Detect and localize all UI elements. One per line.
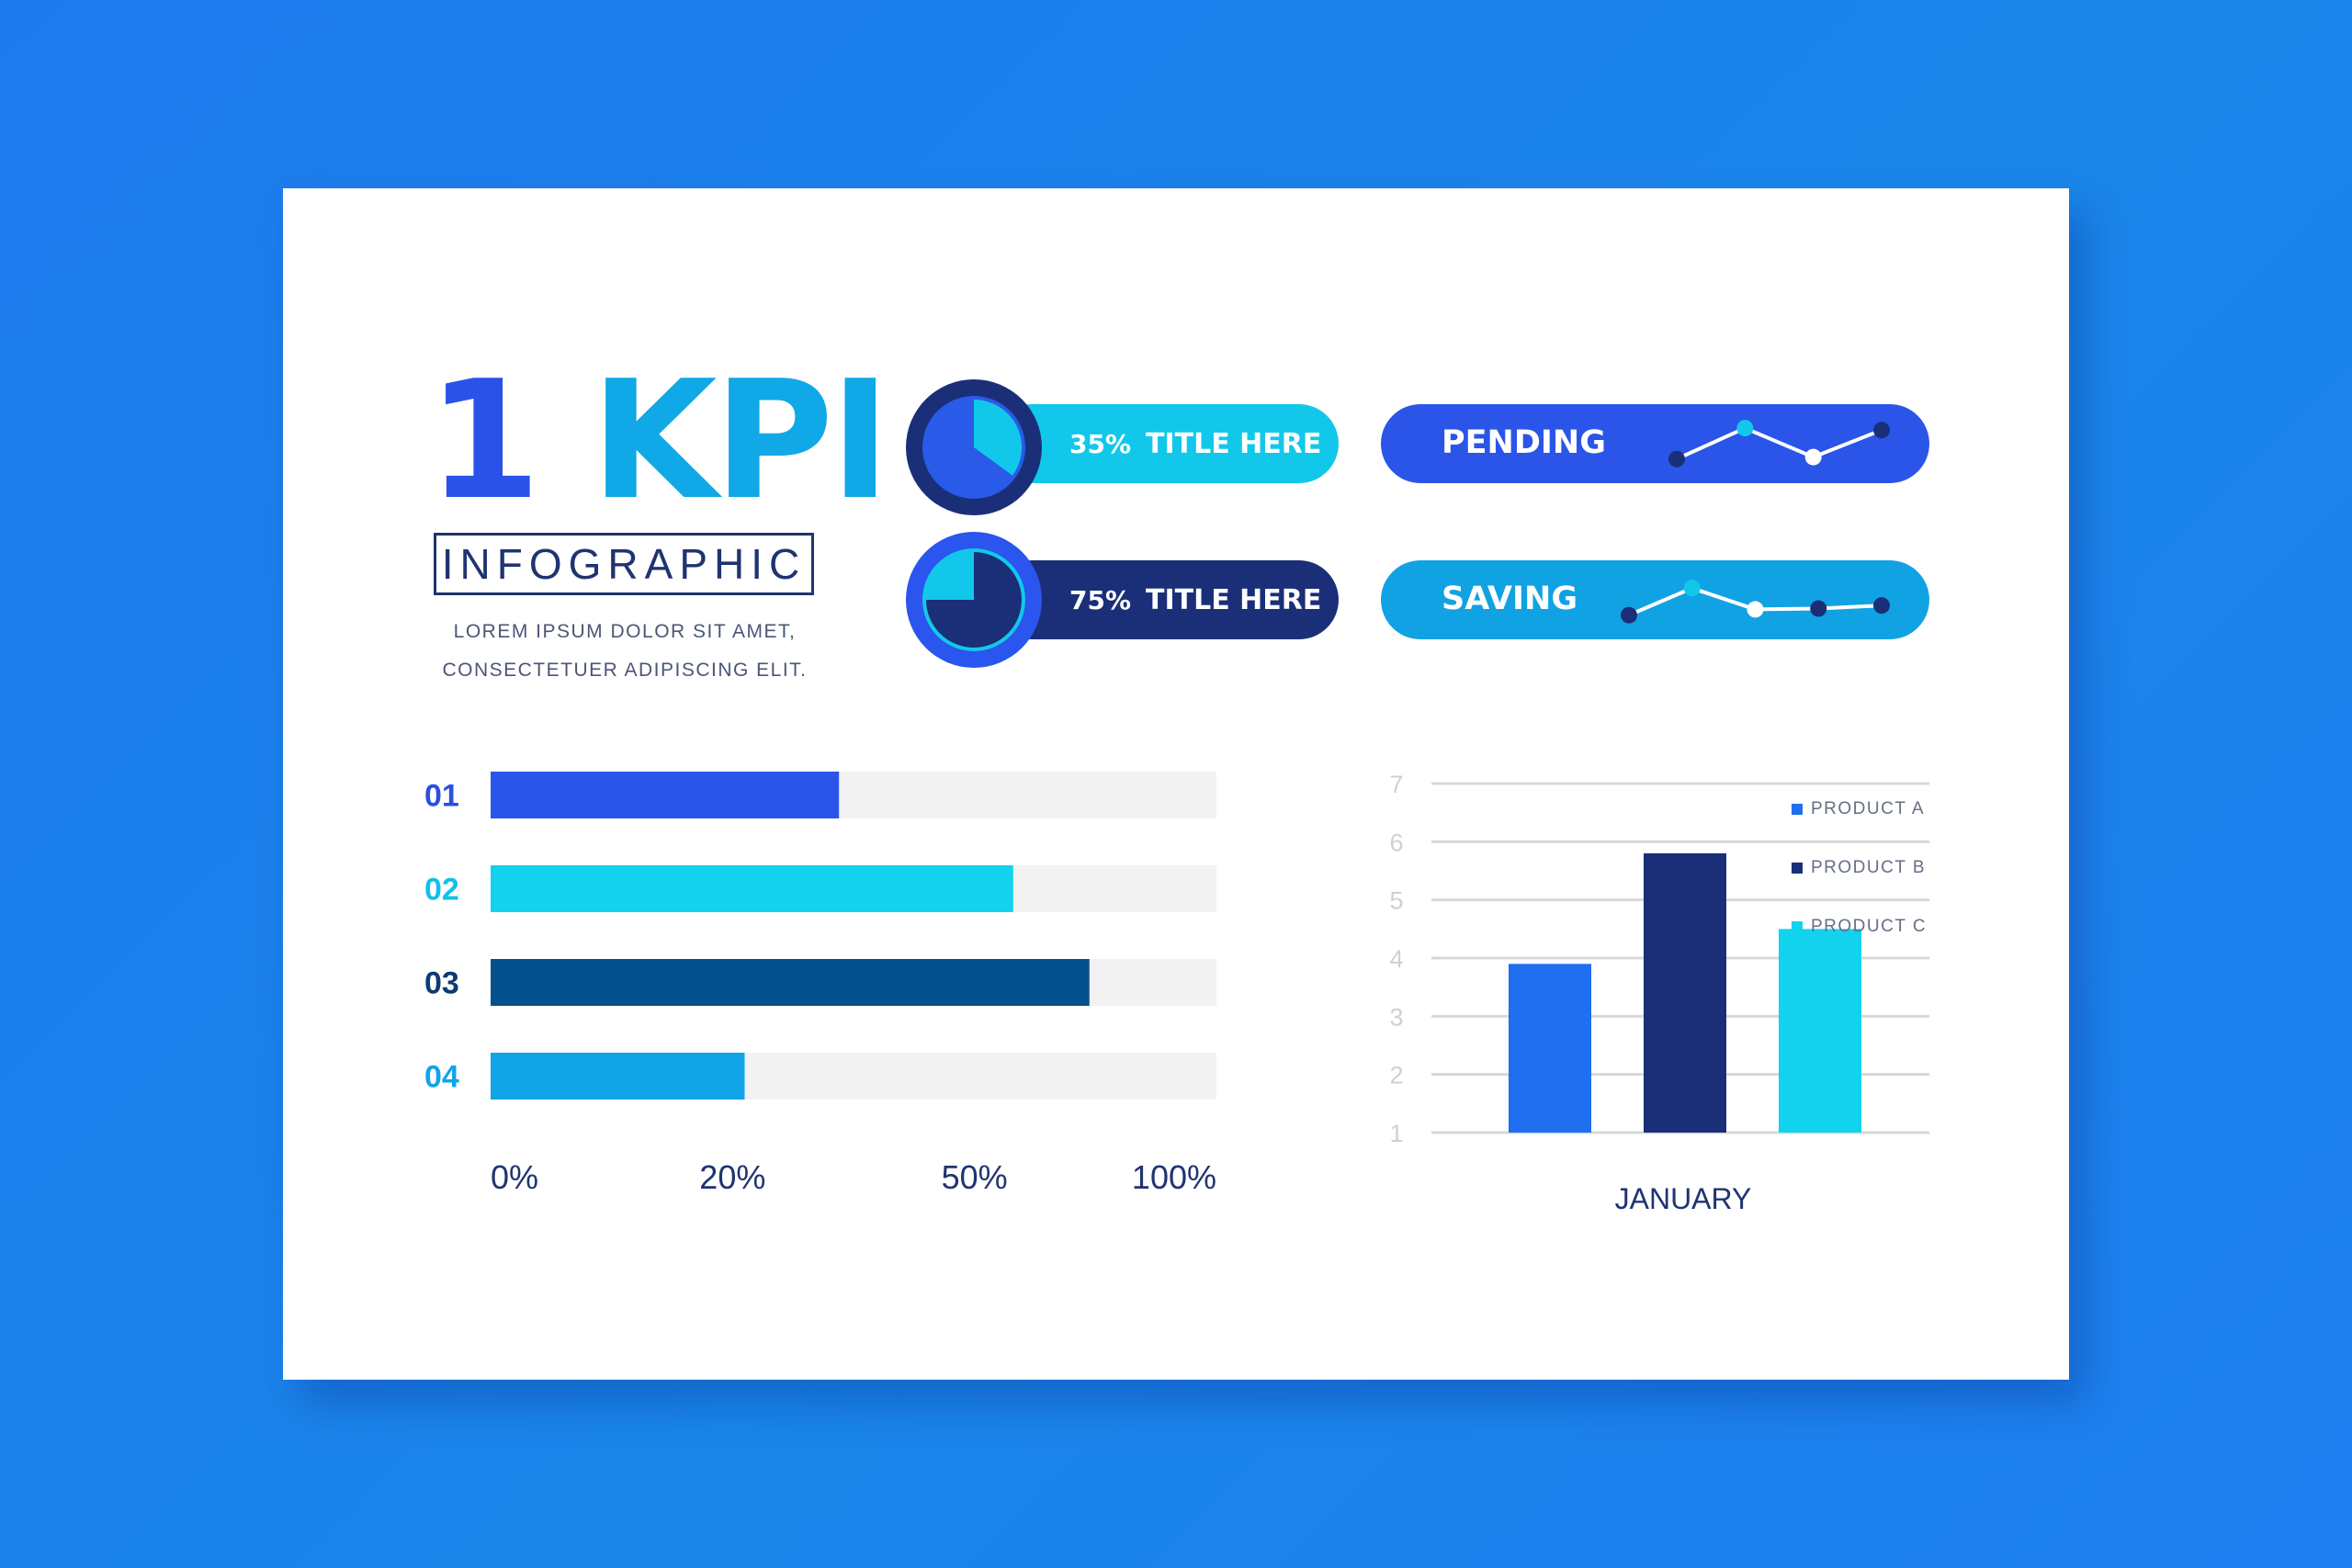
status-pill-saving: SAVING: [1381, 560, 1929, 639]
pie-wedge: [974, 399, 1023, 476]
title-word: KPI: [590, 345, 891, 536]
kpi-pill-2: 75% TITLE HERE: [992, 560, 1339, 639]
status-label: PENDING: [1442, 424, 1606, 461]
bar: [491, 772, 840, 818]
y-tick-label: 4: [1389, 945, 1403, 973]
progress-bar-chart: 01 02 03 04 0% 20% 50% 100%: [424, 772, 1216, 1196]
legend-label: PRODUCT B: [1811, 858, 1926, 877]
y-tick-label: 7: [1389, 771, 1403, 798]
bar: [491, 865, 1013, 912]
x-tick-label: 0%: [491, 1158, 538, 1196]
bar: [1644, 853, 1726, 1133]
kpi-percent: 75%: [1069, 584, 1132, 615]
sparkline-point: [1873, 422, 1890, 439]
subtitle-text: INFOGRAPHIC: [441, 540, 807, 588]
kpi-pill-1: 35% TITLE HERE: [992, 404, 1339, 483]
category-label: 02: [424, 873, 459, 908]
sparkline-point: [1747, 601, 1764, 618]
title-number: 1: [427, 345, 541, 536]
bar: [491, 1053, 745, 1100]
sparkline-line: [1676, 425, 1883, 461]
y-tick-label: 1: [1389, 1120, 1403, 1147]
category-label: 04: [424, 1060, 459, 1095]
y-tick-label: 5: [1389, 887, 1403, 915]
sparkline-point: [1873, 597, 1890, 615]
category-label: 03: [424, 966, 459, 1001]
sparkline-point: [1804, 448, 1822, 466]
category-label: 01: [424, 779, 459, 814]
x-tick-label: 50%: [942, 1158, 1008, 1196]
x-tick-label: 20%: [699, 1158, 765, 1196]
x-tick-label: 100%: [1132, 1158, 1216, 1196]
legend-swatch: [1792, 804, 1803, 815]
sparkline-point: [1683, 580, 1701, 597]
description-line-1: LOREM IPSUM DOLOR SIT AMET,: [453, 621, 797, 642]
kpi-pie-chart-1: [906, 379, 1042, 515]
status-pill-pending: PENDING: [1381, 404, 1929, 483]
x-category-label: JANUARY: [1615, 1182, 1752, 1215]
sparkline: [1621, 580, 1890, 624]
kpi-pie-chart-2: [906, 532, 1042, 668]
kpi-percent: 35%: [1069, 428, 1132, 459]
sparkline-point: [1668, 450, 1685, 468]
legend-label: PRODUCT A: [1811, 799, 1925, 818]
sparkline-point: [1621, 606, 1637, 624]
subtitle-box: INFOGRAPHIC: [434, 533, 814, 595]
kpi-title: TITLE HERE: [1146, 427, 1322, 460]
legend-label: PRODUCT C: [1811, 917, 1927, 936]
bar: [1509, 964, 1591, 1133]
y-tick-label: 3: [1389, 1003, 1403, 1031]
y-tick-label: 2: [1389, 1062, 1403, 1089]
kpi-title: TITLE HERE: [1146, 583, 1322, 616]
bar: [491, 959, 1090, 1006]
legend-swatch: [1792, 921, 1803, 932]
bar: [1779, 929, 1861, 1133]
description-line-2: CONSECTETUER ADIPISCING ELIT.: [442, 660, 808, 681]
pie-wedge: [926, 552, 1022, 648]
sparkline-point: [1736, 420, 1754, 437]
sparkline: [1668, 420, 1890, 468]
y-tick-label: 6: [1389, 829, 1403, 856]
legend-swatch: [1792, 863, 1803, 874]
product-bar-chart: 1 2 3 4 5 6 7 PRODUCT A PRODUCT B PRODUCT C JANUAR…: [1389, 771, 1929, 1215]
sparkline-point: [1810, 600, 1827, 617]
status-label: SAVING: [1442, 581, 1578, 617]
page-title: 1 KPI: [427, 349, 890, 533]
